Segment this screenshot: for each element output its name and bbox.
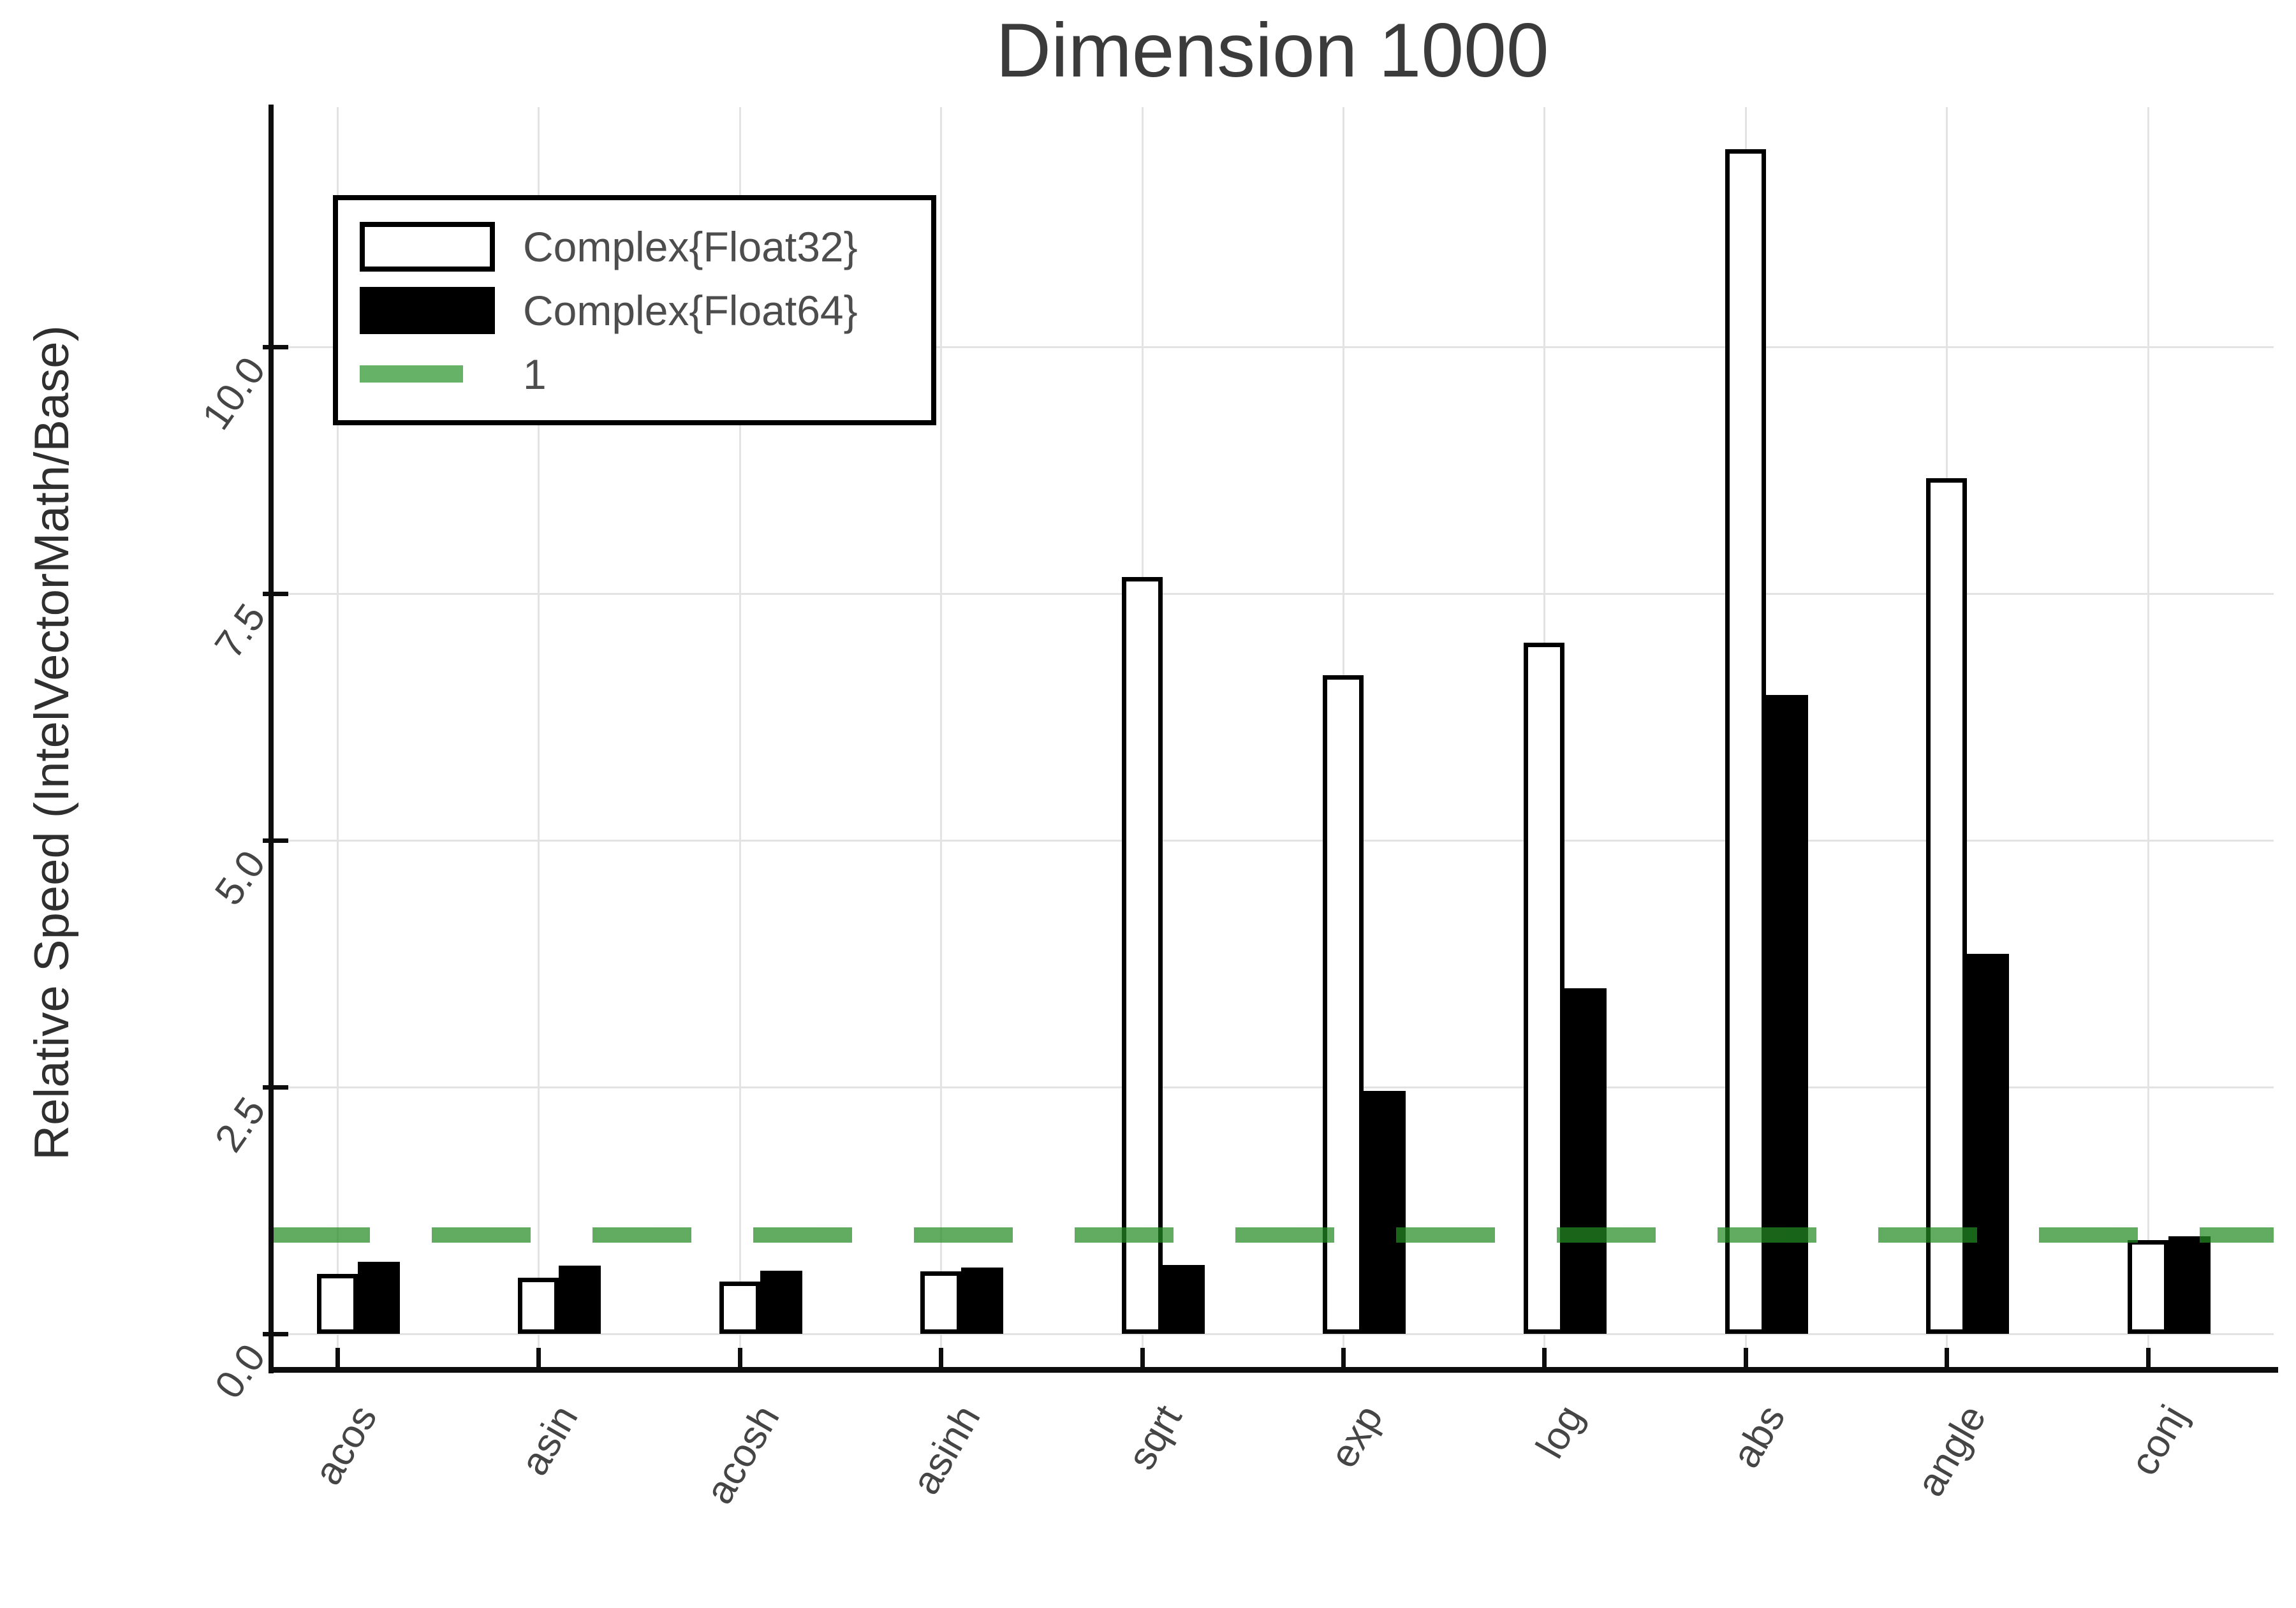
- bar-complex-float32-sqrt: [1121, 576, 1163, 1334]
- x-tick-angle: [1945, 1348, 1950, 1367]
- bar-complex-float64-acosh: [760, 1270, 802, 1334]
- reference-line: [271, 1227, 2274, 1243]
- y-tick-5.0: [263, 838, 288, 843]
- x-tick-log: [1542, 1348, 1547, 1367]
- bar-complex-float64-log: [1564, 988, 1607, 1334]
- bar-complex-float64-conj: [2168, 1236, 2211, 1334]
- y-tick-label-0.0: 0.0: [206, 1336, 274, 1407]
- x-tick-label-asinh: asinh: [903, 1398, 989, 1502]
- legend-swatch-reference-line: [360, 365, 463, 383]
- legend-row: 1: [360, 347, 931, 401]
- x-tick-conj: [2145, 1348, 2151, 1367]
- y-tick-7.5: [263, 592, 288, 596]
- x-tick-label-asin: asin: [512, 1398, 587, 1483]
- y-tick-2.5: [263, 1085, 288, 1090]
- x-tick-sqrt: [1140, 1348, 1145, 1367]
- legend-swatch-wrap: [360, 286, 495, 334]
- y-tick-label-5.0: 5.0: [206, 842, 274, 914]
- bar-complex-float32-acos: [317, 1273, 358, 1334]
- x-tick-label-sqrt: sqrt: [1119, 1398, 1191, 1477]
- y-tick-label-7.5: 7.5: [206, 596, 274, 667]
- gridline-vertical: [940, 107, 943, 1370]
- bar-complex-float32-conj: [2127, 1239, 2168, 1334]
- bar-complex-float64-angle: [1967, 954, 2010, 1334]
- x-tick-abs: [1743, 1348, 1748, 1367]
- legend-label: 1: [523, 350, 547, 398]
- chart-title: Dimension 1000: [996, 8, 1549, 93]
- bar-complex-float32-abs: [1725, 149, 1766, 1334]
- bar-complex-float32-log: [1524, 643, 1565, 1334]
- bar-complex-float64-asin: [559, 1266, 601, 1334]
- bar-complex-float64-acos: [358, 1261, 400, 1334]
- legend-swatch-wrap: [360, 221, 495, 272]
- legend-row: Complex{Float32}: [360, 220, 931, 274]
- x-tick-label-angle: angle: [1908, 1398, 1995, 1504]
- legend-row: Complex{Float64}: [360, 284, 931, 337]
- x-tick-label-exp: exp: [1321, 1398, 1392, 1475]
- x-tick-label-abs: abs: [1723, 1398, 1794, 1475]
- gridline-horizontal: [271, 1333, 2274, 1335]
- y-tick-0.0: [263, 1332, 288, 1336]
- bar-complex-float64-asinh: [961, 1268, 1004, 1334]
- gridline-vertical: [337, 107, 339, 1370]
- y-axis-line: [269, 105, 274, 1373]
- x-tick-label-acosh: acosh: [696, 1398, 788, 1512]
- gridline-vertical: [2147, 107, 2149, 1370]
- x-tick-label-log: log: [1527, 1398, 1593, 1466]
- bar-complex-float32-angle: [1926, 478, 1968, 1334]
- y-axis-label: Relative Speed (IntelVectorMath/Base): [25, 325, 79, 1160]
- bar-complex-float64-abs: [1765, 695, 1808, 1334]
- gridline-vertical: [538, 107, 540, 1370]
- legend-label: Complex{Float64}: [523, 286, 858, 334]
- x-tick-label-conj: conj: [2121, 1398, 2197, 1483]
- gridline-vertical: [739, 107, 741, 1370]
- legend-swatch-complex-float32: [360, 221, 495, 272]
- x-tick-acos: [335, 1348, 340, 1367]
- bar-chart: Dimension 1000 Relative Speed (IntelVect…: [25, 8, 2278, 1512]
- bar-complex-float32-asinh: [920, 1271, 962, 1334]
- bar-complex-float32-asin: [518, 1277, 559, 1334]
- gridline-horizontal: [271, 593, 2274, 595]
- bar-complex-float32-acosh: [719, 1281, 760, 1334]
- y-tick-label-2.5: 2.5: [206, 1089, 274, 1160]
- legend-swatch-complex-float64: [360, 286, 495, 334]
- legend-swatch-wrap: [360, 365, 495, 383]
- x-tick-asinh: [939, 1348, 944, 1367]
- gridline-horizontal: [271, 840, 2274, 842]
- x-tick-label-acos: acos: [305, 1398, 386, 1493]
- gridline-horizontal: [271, 346, 2274, 348]
- bar-complex-float64-sqrt: [1162, 1264, 1205, 1334]
- legend-label: Complex{Float32}: [523, 223, 858, 270]
- y-tick-10.0: [263, 345, 288, 349]
- bar-complex-float32-exp: [1323, 675, 1364, 1334]
- x-tick-acosh: [737, 1348, 742, 1367]
- x-tick-exp: [1341, 1348, 1346, 1367]
- x-tick-asin: [536, 1348, 541, 1367]
- gridline-horizontal: [271, 1086, 2274, 1088]
- legend: Complex{Float32} Complex{Float64} 1: [333, 195, 936, 425]
- x-axis-line: [269, 1367, 2278, 1373]
- bar-complex-float64-exp: [1364, 1091, 1406, 1334]
- y-tick-label-10.0: 10.0: [194, 349, 274, 438]
